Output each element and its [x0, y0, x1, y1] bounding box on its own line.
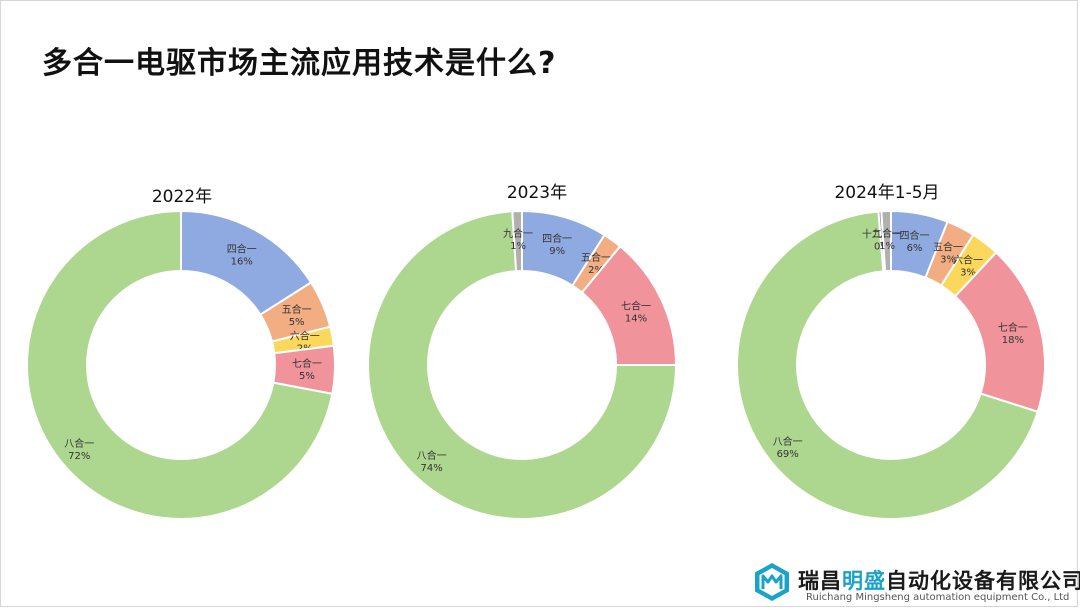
slice-value-1-0: 9%	[549, 246, 565, 257]
slice-label-0-3: 七合一	[292, 357, 322, 370]
chart-title-2: 2024年1-5月	[834, 183, 940, 203]
slice-value-1-4: 1%	[510, 241, 526, 252]
slice-0-4	[26, 209, 334, 520]
slice-value-2-3: 18%	[1002, 335, 1024, 346]
page-title: 多合一电驱市场主流应用技术是什么?	[42, 46, 557, 81]
slice-label-2-0: 四合一	[900, 229, 930, 242]
slice-label-1-1: 五合一	[581, 251, 611, 264]
slice-value-1-3: 74%	[421, 463, 443, 474]
slice-value-1-1: 2%	[588, 265, 604, 276]
slice-value-2-1: 3%	[940, 255, 956, 266]
slice-label-1-2: 七合一	[621, 299, 651, 312]
company-name-en: Ruichang Mingsheng automation equipment …	[806, 592, 1070, 603]
slice-label-0-4: 八合一	[64, 437, 94, 450]
slice-label-0-0: 四合一	[227, 243, 257, 256]
chart-title-0: 2022年	[151, 187, 213, 207]
slice-1-3	[367, 210, 678, 520]
slice-2-4	[736, 210, 1039, 520]
slice-label-1-4: 九合一	[503, 227, 533, 240]
slice-label-1-3: 八合一	[417, 449, 447, 462]
slice-2-6	[880, 209, 892, 273]
slice-value-0-3: 5%	[299, 371, 315, 382]
slice-label-2-6: 九合一	[872, 227, 902, 240]
slice-value-2-4: 69%	[777, 449, 799, 460]
slice-1-4	[511, 209, 523, 273]
slice-value-2-0: 6%	[907, 243, 923, 254]
slice-label-0-1: 五合一	[282, 303, 312, 316]
slice-value-2-2: 3%	[960, 267, 976, 278]
slice-label-1-0: 四合一	[542, 232, 572, 245]
slice-value-0-0: 16%	[231, 257, 253, 268]
slice-value-2-5: 0%	[874, 241, 890, 252]
slice-label-2-2: 六合一	[953, 253, 983, 266]
company-name: 瑞昌明盛自动化设备有限公司	[798, 569, 1080, 593]
slice-label-2-3: 七合一	[998, 321, 1028, 334]
slice-value-1-2: 14%	[625, 313, 647, 324]
chart-title-1: 2023年	[506, 183, 568, 203]
slice-label-2-4: 八合一	[773, 435, 803, 448]
slice-value-0-1: 5%	[289, 317, 305, 328]
slice-label-0-2: 六合一	[290, 329, 320, 342]
slice-value-2-6: 1%	[879, 241, 895, 252]
company-logo-icon	[755, 563, 789, 601]
slice-label-2-1: 五合一	[933, 241, 963, 254]
slice-value-0-4: 72%	[68, 451, 90, 462]
